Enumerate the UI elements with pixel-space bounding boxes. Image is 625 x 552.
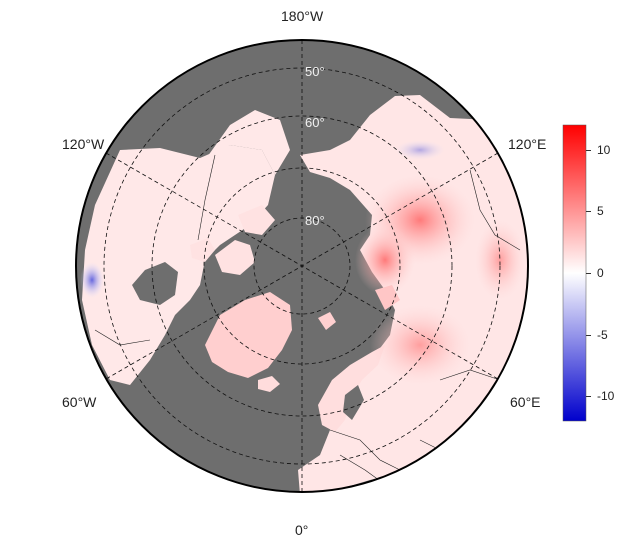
colorbar [562,124,587,422]
land-arctic-islands [190,205,275,275]
land-greenland [205,292,292,378]
colorbar-tick-mark [586,334,591,336]
land-north-america [82,145,275,385]
lat-label-80: 80° [305,213,325,228]
lon-label-120e: 120°E [508,136,547,152]
anomaly-pacific-coast [80,262,104,298]
land-alaska [205,110,290,175]
colorbar-tick-mark [586,211,591,213]
graticule [103,40,501,492]
baltic-sea [343,385,364,420]
land-layer [80,95,528,492]
lon-label-0: 0° [295,522,309,538]
colorbar-tick-mark [586,396,591,398]
lon-label-60w: 60°W [62,394,97,410]
land-iceland [258,376,280,392]
map-frame [75,39,529,493]
anomaly-far-east [395,140,445,160]
colorbar-tick-mark [586,273,591,274]
colorbar-tick-label: 10 [597,142,611,157]
colorbar-tick-mark [586,149,591,151]
lon-label-60e: 60°E [510,394,541,410]
lon-label-120w: 120°W [62,136,105,152]
colorbar-tick-label: -5 [597,327,608,342]
anomaly-east-asia [475,220,525,300]
colorbar-tick-label: 0 [597,266,604,280]
hudson-bay [132,262,178,305]
lon-label-180w: 180°W [281,8,324,24]
colorbar-tick-label: -10 [597,389,615,404]
land-svalbard [318,312,336,330]
anomaly-europe [370,305,470,385]
lat-label-60: 60° [305,115,325,130]
land-scandinavia [318,345,385,432]
anomaly-kara [355,225,415,295]
colorbar-tick-label: 5 [597,204,604,219]
lat-label-50: 50° [305,64,325,79]
